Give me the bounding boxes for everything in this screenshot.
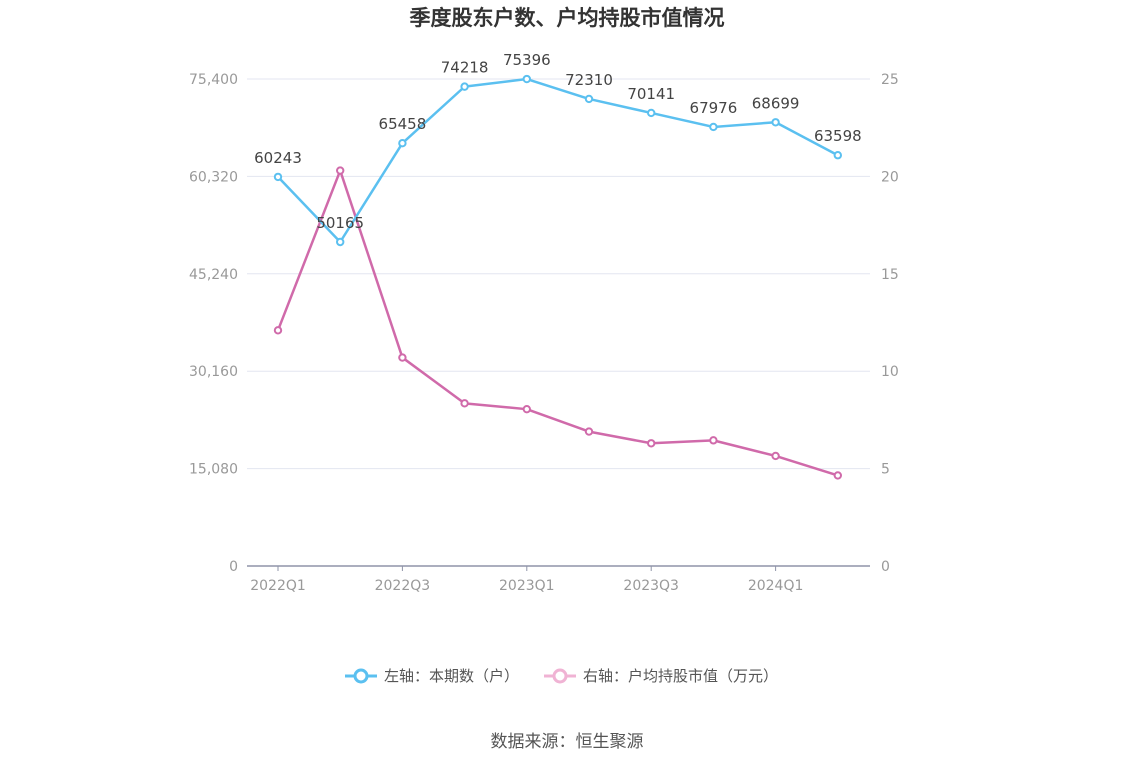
left-tick-label: 45,240: [189, 267, 238, 283]
data-point-left: [709, 122, 718, 132]
data-point-right: [771, 451, 780, 461]
left-tick-label: 75,400: [189, 72, 238, 88]
data-point-right: [398, 353, 407, 362]
legend-item-left-series[interactable]: 左轴：本期数（户）: [345, 667, 519, 685]
legend-item-right-series[interactable]: 右轴：户均持股市值（万元）: [544, 667, 778, 685]
series-line-right: [276, 169, 839, 477]
x-tick-label: 2022Q1: [250, 578, 306, 594]
left-axis-ticks: 0 15,080 30,160 45,240 60,320 75,400: [189, 72, 238, 575]
data-point-right: [709, 436, 718, 445]
data-label-left: 70141: [627, 85, 675, 103]
series-line-left: [277, 77, 839, 244]
right-tick-label: 10: [881, 364, 899, 380]
right-tick-label: 0: [881, 559, 890, 575]
legend[interactable]: 左轴：本期数（户） 右轴：户均持股市值（万元）: [345, 667, 778, 685]
data-label-left: 67976: [690, 99, 738, 117]
data-point-left: [833, 151, 842, 160]
data-label-left: 65458: [379, 115, 427, 133]
data-point-right: [273, 326, 283, 335]
chart-title: 季度股东户数、户均持股市值情况: [410, 6, 725, 30]
x-tick-label: 2024Q1: [748, 578, 804, 594]
data-point-left: [647, 108, 656, 118]
x-axis: 2022Q1 2022Q3 2023Q1 2023Q3 2024Q1: [247, 565, 870, 594]
data-point-left: [460, 82, 469, 91]
data-point-left: [336, 237, 345, 247]
series-left: 60243 50165 65458 74218 75396 72310 70141 67976…: [254, 51, 862, 247]
data-point-right: [460, 399, 469, 408]
data-label-left: 60243: [254, 149, 302, 167]
data-point-right: [647, 439, 656, 448]
legend-left-label: 左轴：本期数（户）: [384, 667, 519, 685]
legend-right-marker: [552, 668, 568, 684]
left-tick-label: 60,320: [189, 169, 238, 185]
data-point-left: [771, 118, 780, 127]
left-tick-label: 15,080: [189, 462, 238, 478]
data-point-right: [833, 471, 842, 480]
grid-lines: [247, 78, 870, 470]
data-point-right: [522, 404, 531, 414]
data-point-left: [398, 139, 407, 148]
data-label-left: 50165: [316, 214, 364, 232]
source-note: 数据来源：恒生聚源: [491, 732, 644, 752]
x-tick-label: 2023Q3: [623, 578, 679, 594]
right-tick-label: 5: [881, 462, 890, 478]
left-tick-label: 0: [229, 559, 238, 575]
x-tick-label: 2022Q3: [375, 578, 431, 594]
legend-right-label: 右轴：户均持股市值（万元）: [583, 667, 778, 685]
data-label-left: 75396: [503, 51, 551, 69]
data-label-left: 68699: [752, 94, 800, 112]
right-tick-label: 20: [881, 169, 899, 185]
data-point-right: [584, 427, 594, 436]
data-point-left: [584, 94, 594, 104]
legend-left-marker: [353, 668, 369, 684]
left-tick-label: 30,160: [189, 364, 238, 380]
right-tick-label: 15: [881, 267, 899, 283]
data-point-left: [273, 172, 283, 182]
data-label-left: 74218: [441, 59, 489, 77]
data-label-left: 63598: [814, 127, 862, 145]
x-tick-label: 2023Q1: [499, 578, 555, 594]
right-tick-label: 25: [881, 72, 899, 88]
series-layer: 60243 50165 65458 74218 75396 72310 70141 67976…: [254, 51, 862, 480]
data-point-left: [522, 74, 531, 84]
data-point-right: [336, 166, 345, 175]
series-right: [273, 166, 842, 480]
data-label-left: 72310: [565, 71, 613, 89]
right-axis-ticks: 0 5 10 15 20 25: [881, 72, 899, 575]
